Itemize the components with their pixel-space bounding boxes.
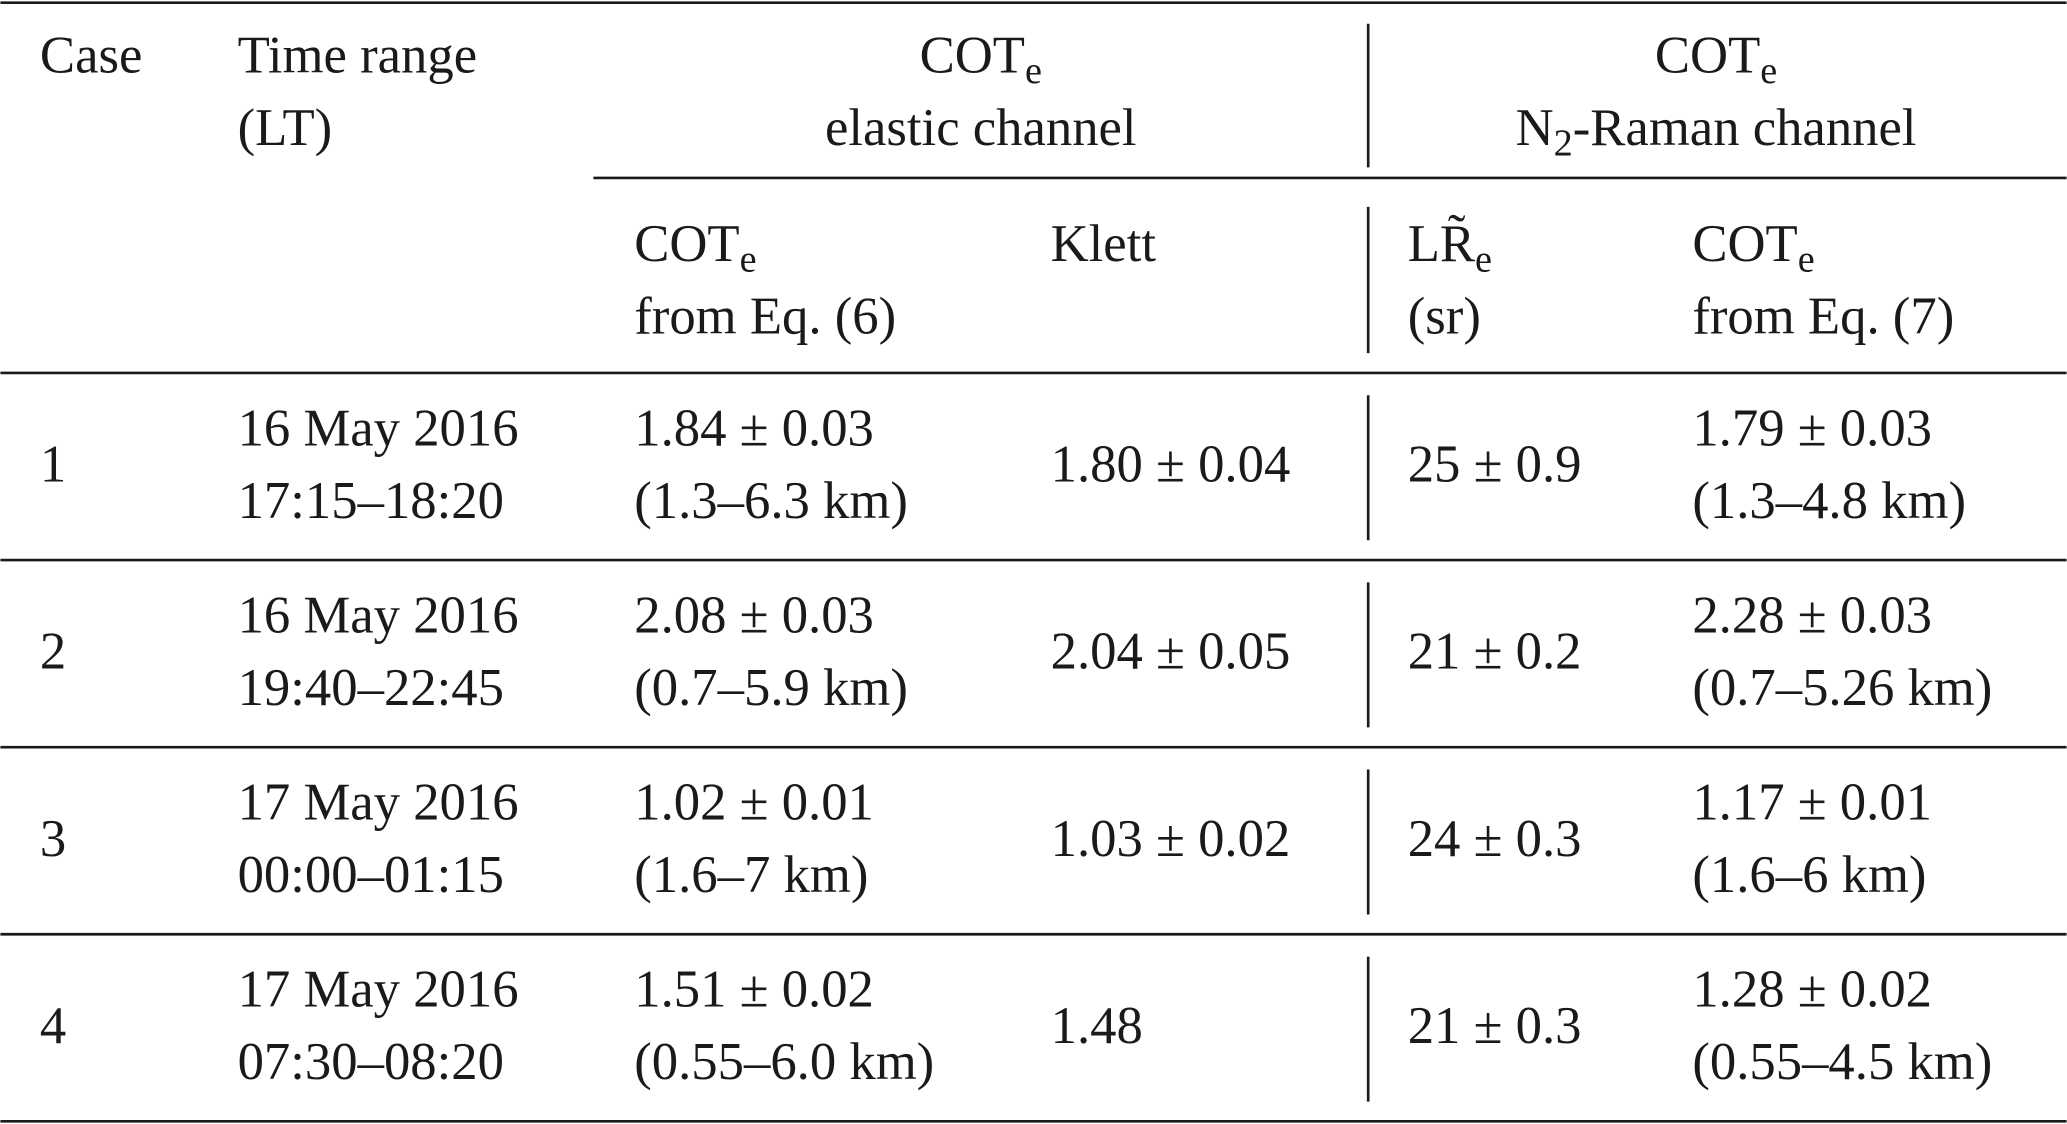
cell: 21 ± 0.3 bbox=[1408, 997, 1582, 1055]
header-case: Case bbox=[40, 26, 142, 84]
header-lr: LR̃e bbox=[1408, 214, 1492, 280]
cell: 2.28 ± 0.03 bbox=[1692, 586, 1932, 644]
cell: 1.80 ± 0.04 bbox=[1051, 436, 1291, 494]
cell: 1 bbox=[40, 436, 66, 494]
header-raman: COTe bbox=[1655, 26, 1777, 92]
cell: (1.3–4.8 km) bbox=[1692, 472, 1966, 530]
header-time: (LT) bbox=[238, 99, 333, 157]
cell: 1.51 ± 0.02 bbox=[634, 961, 874, 1019]
header-cot7: from Eq. (7) bbox=[1692, 287, 1954, 345]
cell: (0.7–5.9 km) bbox=[634, 659, 908, 717]
header-raman-sub: N2-Raman channel bbox=[1516, 99, 1917, 165]
cell: 17 May 2016 bbox=[238, 961, 519, 1019]
cell: 17:15–18:20 bbox=[238, 472, 504, 530]
header-klett: Klett bbox=[1051, 215, 1157, 273]
cell: (0.55–6.0 km) bbox=[634, 1033, 934, 1091]
cell: 3 bbox=[40, 810, 66, 868]
cell: 1.17 ± 0.01 bbox=[1692, 774, 1932, 832]
cell: 00:00–01:15 bbox=[238, 846, 504, 904]
cell: 25 ± 0.9 bbox=[1408, 436, 1582, 494]
header-cot7: COTe bbox=[1692, 215, 1814, 281]
cell: 2 bbox=[40, 623, 66, 681]
cell: (1.3–6.3 km) bbox=[634, 472, 908, 530]
cell: 4 bbox=[40, 997, 66, 1055]
cell: (0.55–4.5 km) bbox=[1692, 1033, 1992, 1091]
cell: (1.6–6 km) bbox=[1692, 846, 1926, 904]
cell: 2.04 ± 0.05 bbox=[1051, 623, 1291, 681]
header-cot6: from Eq. (6) bbox=[634, 287, 896, 345]
cell: 24 ± 0.3 bbox=[1408, 810, 1582, 868]
cell: 1.84 ± 0.03 bbox=[634, 399, 874, 457]
header-lr: (sr) bbox=[1408, 287, 1481, 345]
cell: 1.79 ± 0.03 bbox=[1692, 399, 1932, 457]
header-elastic: COTe bbox=[920, 26, 1042, 92]
header-time: Time range bbox=[238, 26, 478, 84]
cell: 21 ± 0.2 bbox=[1408, 623, 1582, 681]
cell: (1.6–7 km) bbox=[634, 846, 868, 904]
cell: 1.03 ± 0.02 bbox=[1051, 810, 1291, 868]
cell: 16 May 2016 bbox=[238, 399, 519, 457]
cell: 16 May 2016 bbox=[238, 586, 519, 644]
cell: 1.48 bbox=[1051, 997, 1143, 1055]
cell: 1.02 ± 0.01 bbox=[634, 774, 874, 832]
cell: 17 May 2016 bbox=[238, 774, 519, 832]
cell: (0.7–5.26 km) bbox=[1692, 659, 1992, 717]
cell: 2.08 ± 0.03 bbox=[634, 586, 874, 644]
cell: 1.28 ± 0.02 bbox=[1692, 961, 1932, 1019]
cell: 19:40–22:45 bbox=[238, 659, 504, 717]
header-elastic-sub: elastic channel bbox=[825, 99, 1137, 157]
cell: 07:30–08:20 bbox=[238, 1033, 504, 1091]
header-cot6: COTe bbox=[634, 215, 756, 281]
